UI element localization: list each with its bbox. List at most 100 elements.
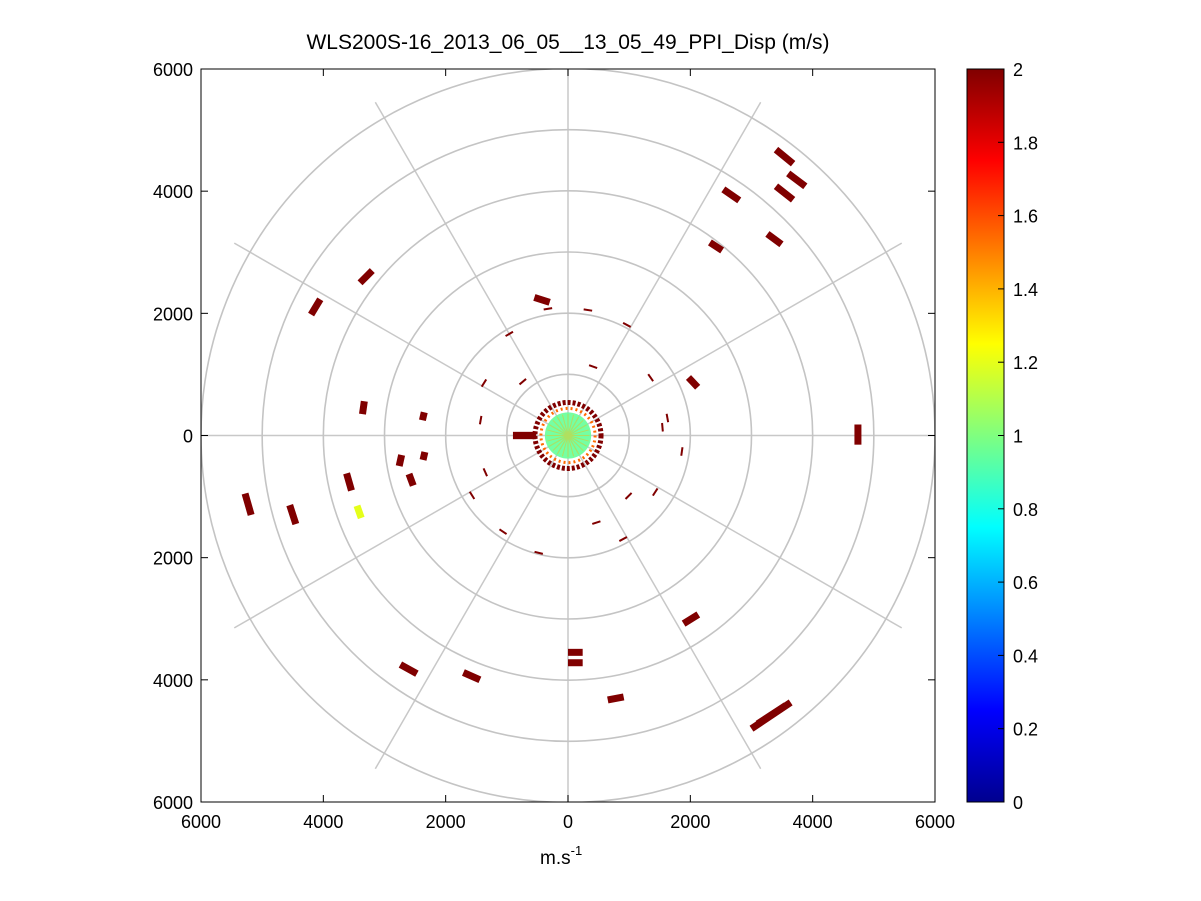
colorbar-tick-label-8: 1.6 [1013, 207, 1038, 227]
grid-spoke-8 [374, 435, 569, 770]
data-point-18 [661, 422, 664, 432]
data-point-12 [652, 487, 659, 497]
data-segment-8 [533, 294, 551, 306]
colorbar-tick-label-3: 0.6 [1013, 573, 1038, 593]
data-segment-12 [419, 411, 428, 422]
core-ray-19 [567, 435, 575, 457]
colorbar-tick-label-7: 1.4 [1013, 280, 1038, 300]
core-ray-7 [561, 414, 569, 436]
grid-ring-3 [322, 190, 814, 681]
grid-spoke-7 [233, 434, 569, 629]
data-point-6 [665, 413, 670, 423]
data-point-11 [618, 536, 628, 542]
data-point-19 [624, 492, 633, 500]
colorbar-gradient [966, 68, 1005, 803]
core-ray-23 [567, 435, 589, 442]
data-point-8 [468, 491, 476, 500]
core-ring-mid [539, 406, 597, 465]
polar-grid [201, 69, 935, 802]
data-segment-18 [241, 492, 255, 516]
data-segment-17 [353, 504, 365, 520]
core-ray-17 [561, 435, 569, 457]
data-segment-7 [308, 297, 324, 317]
x-tick-label-3: 0 [563, 812, 573, 832]
grid-spoke-10 [567, 435, 762, 770]
data-segment-16 [405, 472, 417, 487]
colorbar: 0 0.2 0.4 0.6 0.8 1 1.2 1.4 1.6 1.8 2 [966, 60, 1038, 813]
core-ring-outer [532, 399, 604, 472]
core-ray-4 [567, 416, 580, 436]
data-segment-20 [681, 611, 701, 627]
data-point-0 [543, 307, 553, 311]
data-segment-15 [343, 472, 355, 492]
core-ray-20 [567, 435, 580, 455]
x-tick-label-1: 4000 [303, 812, 343, 832]
data-segment-25 [607, 693, 625, 704]
grid-spoke-1 [567, 242, 903, 437]
data-point-14 [482, 467, 488, 477]
colorbar-tick-label-10: 2 [1013, 60, 1023, 80]
data-point-4 [647, 373, 654, 382]
core-ray-22 [567, 435, 587, 447]
data-point-10 [534, 550, 544, 555]
data-segment-22 [461, 669, 482, 684]
data-point-1 [583, 308, 593, 312]
chart-title: WLS200S-16_2013_06_05__13_05_49_PPI_Disp… [306, 31, 829, 54]
y-tick-label-0: 6000 [153, 60, 193, 80]
y-tick-label-1: 4000 [153, 182, 193, 202]
y-tick-label-2: 2000 [153, 304, 193, 324]
x-tick-label-0: 6000 [181, 812, 221, 832]
data-point-13 [591, 520, 601, 525]
core-ray-1 [567, 429, 589, 436]
grid-spoke-11 [567, 434, 903, 629]
data-segment-9 [685, 375, 701, 390]
x-tick-label-5: 4000 [793, 812, 833, 832]
x-axis-label-sup: -1 [571, 843, 583, 858]
x-tick-label-2: 2000 [426, 812, 466, 832]
x-axis-label-base: m.s [540, 848, 571, 869]
data-segment-21 [398, 661, 419, 677]
core-ray-21 [567, 435, 584, 452]
y-tick-label-5: 4000 [153, 671, 193, 691]
data-segment-27 [755, 702, 788, 727]
core-ray-3 [567, 419, 584, 436]
data-segment-0 [773, 146, 796, 167]
data-point-3 [505, 330, 514, 337]
grid-ring-1 [444, 312, 692, 559]
grid-spoke-2 [567, 101, 762, 436]
core-streak [512, 431, 537, 440]
data-segment-13 [395, 454, 406, 467]
colorbar-tick-label-4: 0.8 [1013, 500, 1038, 520]
data-segment-14 [419, 451, 429, 461]
data-point-5 [480, 378, 488, 388]
x-tick-label-4: 2000 [670, 812, 710, 832]
core-ray-10 [549, 424, 569, 436]
colorbar-tick-label-5: 1 [1013, 427, 1023, 447]
data-point-15 [518, 378, 527, 386]
data-point-16 [478, 415, 483, 425]
data-segment-6 [357, 268, 375, 286]
core-ray-15 [552, 435, 569, 452]
data-segment-4 [765, 231, 784, 248]
data-marks [241, 146, 862, 732]
data-segment-11 [359, 400, 368, 415]
colorbar-tick-label-0: 0 [1013, 793, 1023, 813]
data-segment-1 [786, 170, 808, 190]
core-ray-11 [547, 429, 569, 436]
colorbar-tick-label-1: 0.2 [1013, 720, 1038, 740]
core-ray-13 [547, 435, 569, 442]
data-segment-5 [708, 239, 725, 254]
axis-ticks: 6000 4000 2000 0 2000 4000 6000600040002000020… [153, 60, 955, 832]
core-ray-9 [552, 419, 569, 436]
colorbar-tick-label-9: 1.8 [1013, 133, 1038, 153]
core-ray-2 [567, 424, 587, 436]
core-ray-16 [556, 435, 569, 455]
y-tick-label-3: 0 [183, 427, 193, 447]
data-point-9 [498, 528, 508, 535]
colorbar-tick-label-6: 1.2 [1013, 353, 1038, 373]
data-segment-2 [773, 183, 796, 203]
core-ray-8 [556, 416, 569, 436]
grid-ring-2 [383, 251, 753, 620]
y-tick-label-4: 2000 [153, 549, 193, 569]
